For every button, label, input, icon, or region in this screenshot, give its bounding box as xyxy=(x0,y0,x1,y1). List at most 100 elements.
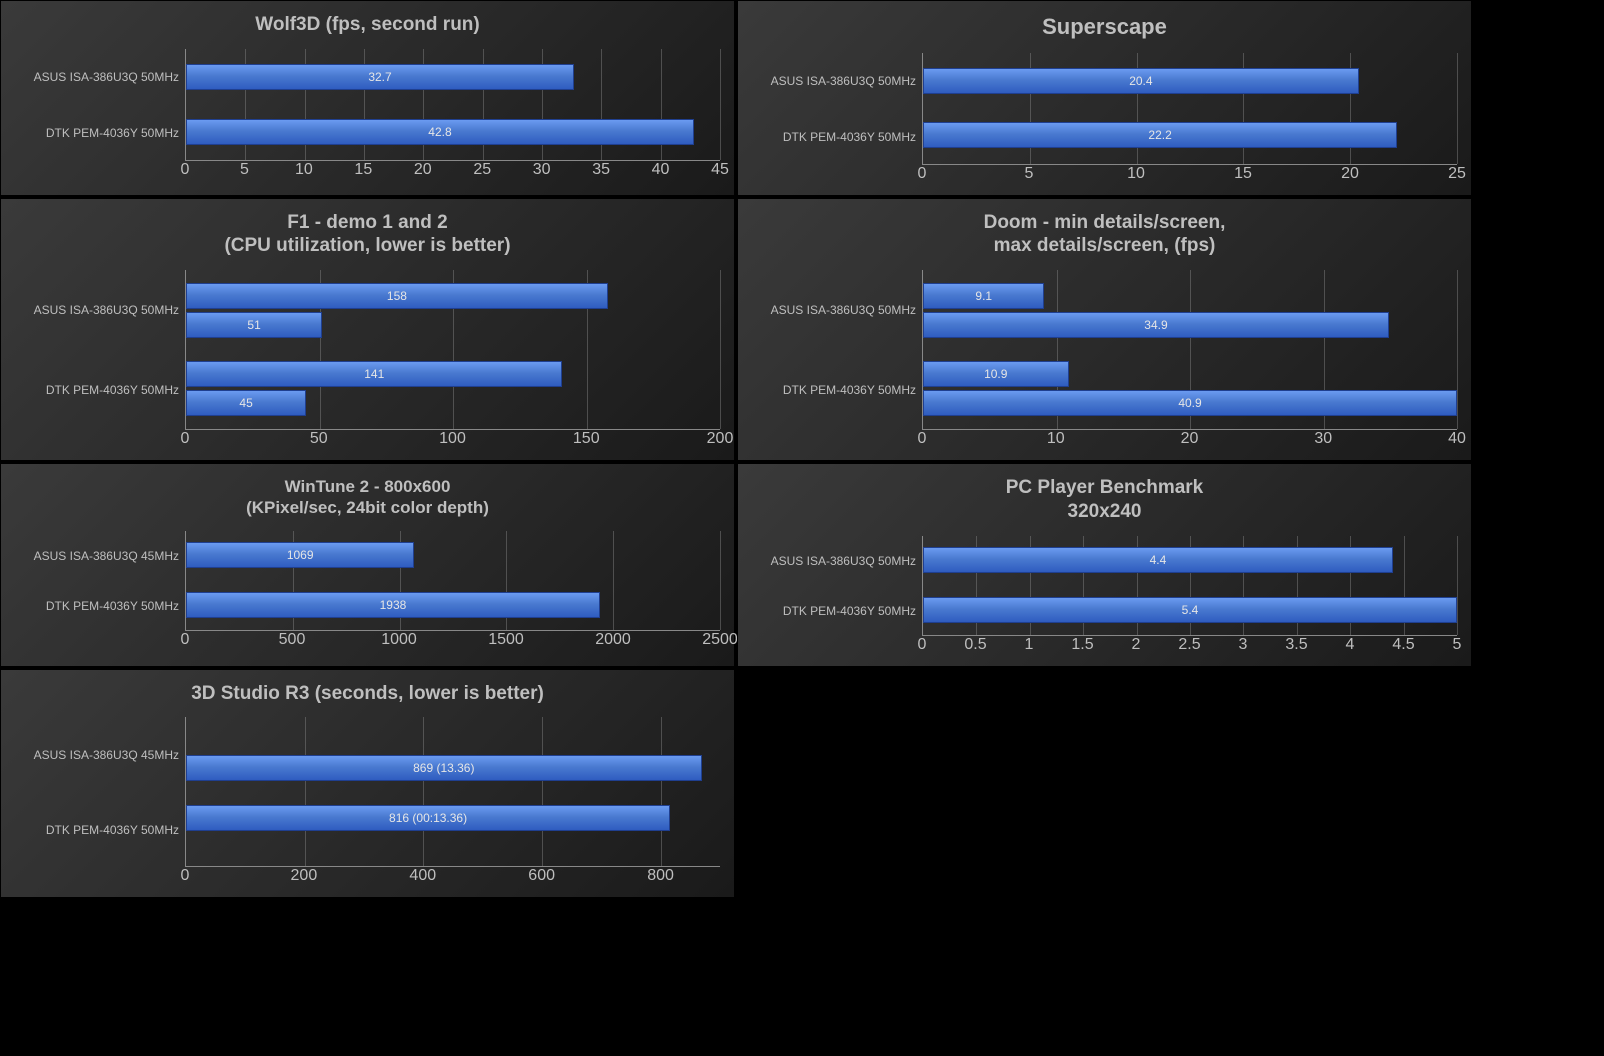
x-tick-label: 1000 xyxy=(381,631,417,649)
x-axis: 05001000150020002500 xyxy=(185,631,720,649)
chart-body: ASUS ISA-386U3Q 50MHz DTK PEM-4036Y 50MHz… xyxy=(752,536,1457,654)
x-tick-label: 45 xyxy=(711,161,729,179)
x-tick-label: 3 xyxy=(1239,636,1248,654)
bar: 42.8 xyxy=(186,119,694,145)
x-tick-label: 20 xyxy=(1341,165,1359,183)
x-tick-label: 10 xyxy=(295,161,313,179)
x-tick-label: 5 xyxy=(1453,636,1462,654)
x-tick-label: 5 xyxy=(1025,165,1034,183)
chart-body: ASUS ISA-386U3Q 50MHz DTK PEM-4036Y 50MHz… xyxy=(752,270,1457,448)
x-axis: 0510152025 xyxy=(922,165,1457,183)
bar-group: 20.4 xyxy=(923,68,1457,94)
bar: 1938 xyxy=(186,592,600,618)
chart-title: WinTune 2 - 800x600(KPixel/sec, 24bit co… xyxy=(15,476,720,519)
x-tick-label: 30 xyxy=(533,161,551,179)
bar-group: 4.4 xyxy=(923,547,1457,573)
x-axis: 00.511.522.533.544.55 xyxy=(922,636,1457,654)
category-label: DTK PEM-4036Y 50MHz xyxy=(15,120,179,146)
plot-area: 1069 1938 xyxy=(185,531,720,631)
x-tick-label: 1 xyxy=(1025,636,1034,654)
chart-body: ASUS ISA-386U3Q 50MHzDTK PEM-4036Y 50MHz… xyxy=(15,49,720,179)
bars-container: 869 (13.36)816 (00:13.36) xyxy=(186,717,720,866)
x-tick-label: 20 xyxy=(414,161,432,179)
bar-group: 869 (13.36) xyxy=(186,755,720,781)
category-label: ASUS ISA-386U3Q 45MHz xyxy=(15,543,179,569)
plot-area: 9.134.910.940.9 xyxy=(922,270,1457,430)
x-tick-label: 500 xyxy=(279,631,306,649)
x-tick-label: 25 xyxy=(1448,165,1466,183)
bars-container: 9.134.910.940.9 xyxy=(923,270,1457,429)
panel-doom: Doom - min details/screen,max details/sc… xyxy=(737,198,1472,462)
x-axis: 010203040 xyxy=(922,430,1457,448)
category-label: ASUS ISA-386U3Q 50MHz xyxy=(15,283,179,338)
x-tick-label: 1500 xyxy=(488,631,524,649)
panel-superscape: SuperscapeASUS ISA-386U3Q 50MHzDTK PEM-4… xyxy=(737,0,1472,196)
chart-title: Superscape xyxy=(752,13,1457,41)
x-tick-label: 600 xyxy=(528,867,555,885)
bar-group: 14145 xyxy=(186,361,720,416)
x-axis: 0200400600800 xyxy=(185,867,720,885)
x-axis: 050100150200 xyxy=(185,430,720,448)
bar-group: 32.7 xyxy=(186,64,720,90)
chart-body: ASUS ISA-386U3Q 45MHzDTK PEM-4036Y 50MHz… xyxy=(15,717,720,885)
x-tick-label: 15 xyxy=(1234,165,1252,183)
bar-group: 1938 xyxy=(186,592,720,618)
category-label: ASUS ISA-386U3Q 50MHz xyxy=(752,548,916,574)
bar: 40.9 xyxy=(923,390,1457,416)
chart-title: Doom - min details/screen,max details/sc… xyxy=(752,211,1457,259)
bar: 4.4 xyxy=(923,547,1393,573)
category-label: ASUS ISA-386U3Q 45MHz xyxy=(15,742,179,768)
plot: 1069193805001000150020002500 xyxy=(185,531,720,649)
x-tick-label: 1.5 xyxy=(1071,636,1093,654)
panel-wolf3d: Wolf3D (fps, second run) ASUS ISA-386U3Q … xyxy=(0,0,735,196)
x-tick-label: 0 xyxy=(181,161,190,179)
bar: 45 xyxy=(186,390,306,416)
panel-wintune: WinTune 2 - 800x600(KPixel/sec, 24bit co… xyxy=(0,463,735,667)
benchmark-grid: Wolf3D (fps, second run) ASUS ISA-386U3Q … xyxy=(0,0,1472,898)
x-tick-label: 35 xyxy=(592,161,610,179)
y-axis-labels: ASUS ISA-386U3Q 50MHz DTK PEM-4036Y 50MHz xyxy=(752,270,922,430)
bar: 141 xyxy=(186,361,562,387)
y-axis-labels: ASUS ISA-386U3Q 45MHz DTK PEM-4036Y 50MHz xyxy=(15,531,185,631)
x-tick-label: 10 xyxy=(1047,430,1065,448)
plot: 20.422.20510152025 xyxy=(922,53,1457,183)
plot-area: 869 (13.36)816 (00:13.36) xyxy=(185,717,720,867)
x-tick-label: 0 xyxy=(918,165,927,183)
panel-f1: F1 - demo 1 and 2(CPU utilization, lower… xyxy=(0,198,735,462)
x-tick-label: 0 xyxy=(181,867,190,885)
bar-group: 42.8 xyxy=(186,119,720,145)
category-label: ASUS ISA-386U3Q 50MHz xyxy=(752,283,916,338)
x-tick-label: 4.5 xyxy=(1392,636,1414,654)
plot: 32.742.8051015202530354045 xyxy=(185,49,720,179)
plot-area: 1585114145 xyxy=(185,270,720,430)
plot-area: 20.422.2 xyxy=(922,53,1457,165)
bar-group: 1069 xyxy=(186,542,720,568)
x-tick-label: 25 xyxy=(473,161,491,179)
chart-title: PC Player Benchmark320x240 xyxy=(752,476,1457,524)
bar: 20.4 xyxy=(923,68,1359,94)
bar: 9.1 xyxy=(923,283,1044,309)
plot: 869 (13.36)816 (00:13.36)0200400600800 xyxy=(185,717,720,885)
chart-title: F1 - demo 1 and 2(CPU utilization, lower… xyxy=(15,211,720,259)
x-tick-label: 5 xyxy=(240,161,249,179)
bars-container: 20.422.2 xyxy=(923,53,1457,164)
bar-group: 9.134.9 xyxy=(923,283,1457,338)
x-axis: 051015202530354045 xyxy=(185,161,720,179)
x-tick-label: 400 xyxy=(409,867,436,885)
y-axis-labels: ASUS ISA-386U3Q 50MHzDTK PEM-4036Y 50MHz xyxy=(15,270,185,430)
category-label: DTK PEM-4036Y 50MHz xyxy=(752,363,916,418)
category-label: DTK PEM-4036Y 50MHz xyxy=(15,593,179,619)
category-label: DTK PEM-4036Y 50MHz xyxy=(752,598,916,624)
x-tick-label: 100 xyxy=(439,430,466,448)
plot: 9.134.910.940.9010203040 xyxy=(922,270,1457,448)
x-tick-label: 0 xyxy=(181,631,190,649)
y-axis-labels: ASUS ISA-386U3Q 45MHzDTK PEM-4036Y 50MHz xyxy=(15,717,185,867)
x-tick-label: 4 xyxy=(1346,636,1355,654)
chart-body: ASUS ISA-386U3Q 45MHz DTK PEM-4036Y 50MHz… xyxy=(15,531,720,649)
chart-title: 3D Studio R3 (seconds, lower is better) xyxy=(15,682,720,706)
x-tick-label: 40 xyxy=(652,161,670,179)
bar-group: 5.4 xyxy=(923,597,1457,623)
chart-title: Wolf3D (fps, second run) xyxy=(15,13,720,37)
y-axis-labels: ASUS ISA-386U3Q 50MHzDTK PEM-4036Y 50MHz xyxy=(15,49,185,161)
plot-area: 4.4 5.4 xyxy=(922,536,1457,636)
